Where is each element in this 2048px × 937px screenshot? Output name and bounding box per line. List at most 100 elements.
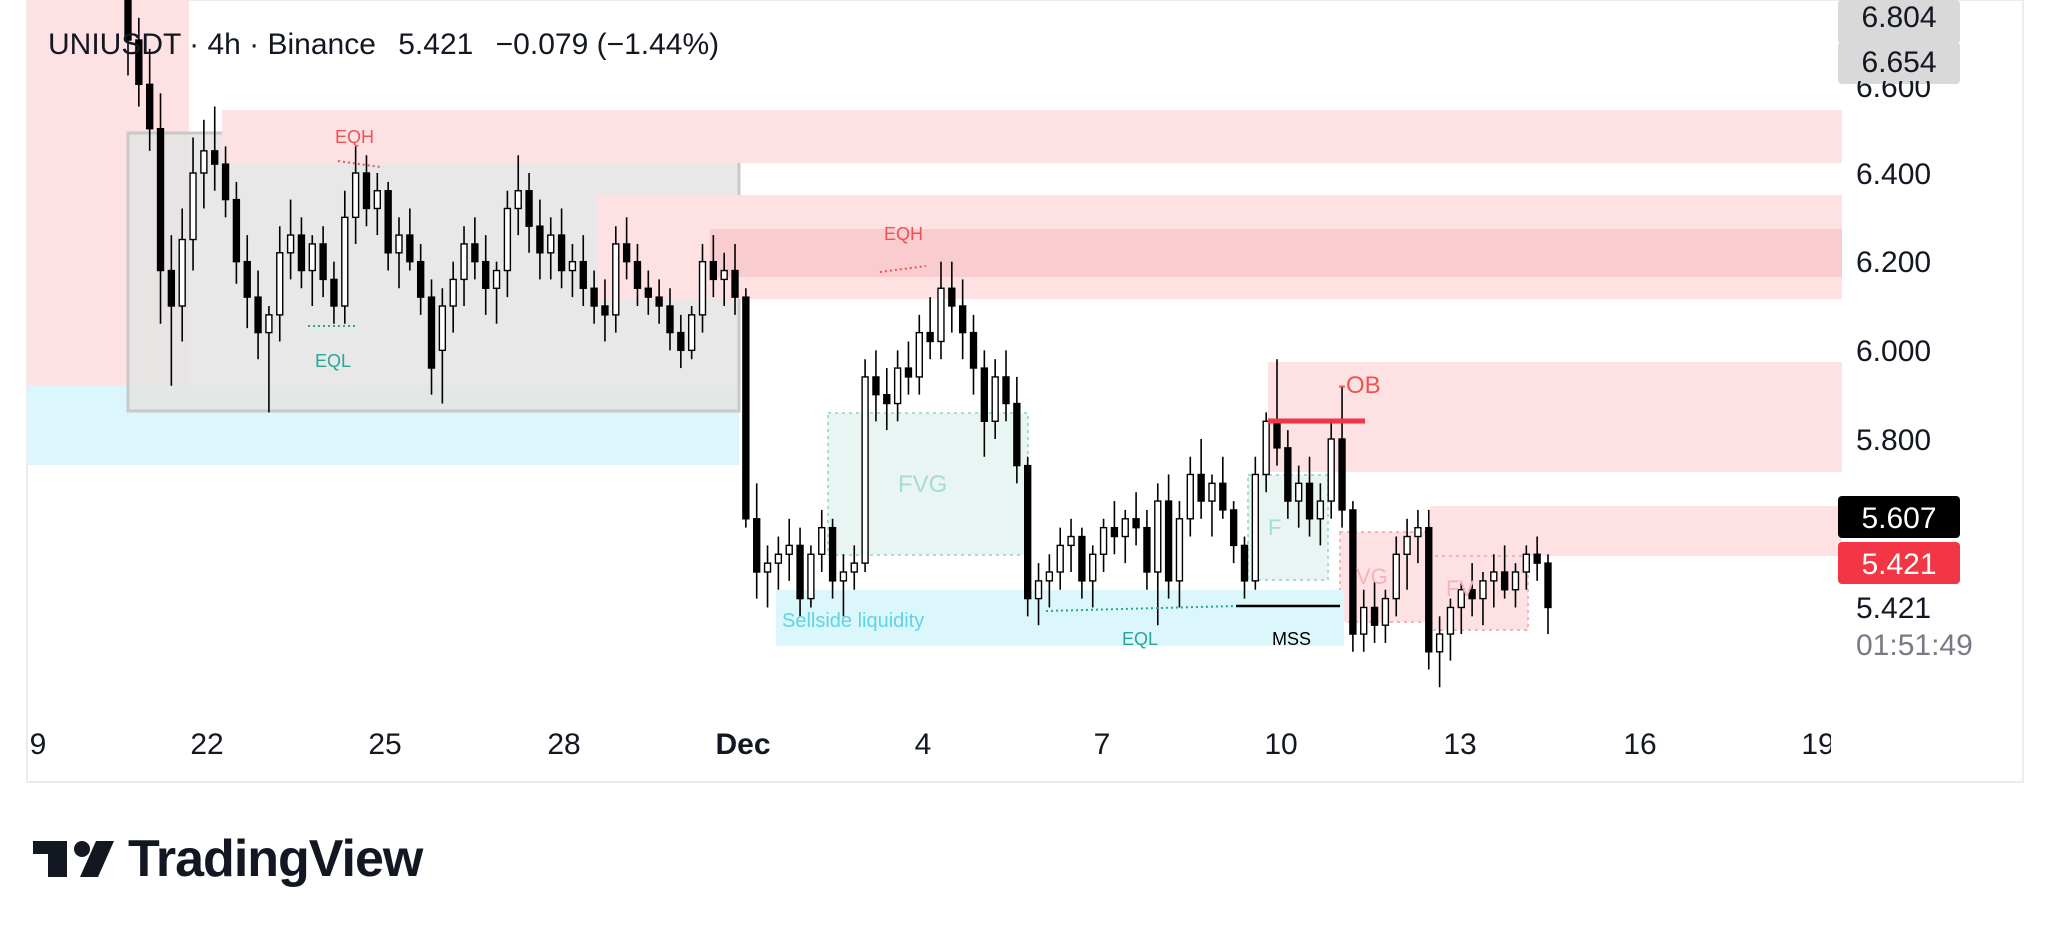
tradingview-logo-icon [33, 841, 114, 877]
time-label-4: 4 [915, 728, 932, 761]
candle-up [818, 526, 826, 555]
candle-up [492, 269, 501, 289]
candle-down [211, 150, 219, 165]
candle-down [1544, 562, 1552, 609]
candle-down [124, 0, 132, 41]
price-label-6-200: 6.200 [1856, 246, 1931, 279]
candle-down [655, 296, 663, 307]
candle-down [1305, 482, 1314, 520]
fvg-partial-label-1: F [1268, 515, 1281, 540]
candle-up [687, 314, 696, 352]
time-label-13: 13 [1443, 728, 1476, 761]
candle-up [991, 376, 999, 422]
candle-up [1511, 571, 1520, 591]
candle-up [351, 172, 360, 219]
candle-down [644, 287, 652, 298]
candle-down [904, 367, 913, 378]
candle-down [167, 269, 176, 307]
candle-up [1403, 535, 1411, 555]
tradingview-logo[interactable]: TradingView [33, 830, 425, 888]
candle-up [1522, 553, 1531, 573]
candle-up [612, 243, 620, 316]
candle-up [1251, 473, 1260, 582]
mss-label: MSS [1272, 629, 1311, 649]
candle-down [254, 296, 262, 334]
candle-down [677, 331, 685, 352]
candle-down [828, 526, 837, 582]
price-axis[interactable]: 6.804 6.654 6.600 6.400 6.200 6.000 5.80… [1838, 0, 1973, 662]
candle-down [948, 287, 956, 307]
candle-up [1175, 518, 1184, 582]
candle-down [1338, 438, 1346, 511]
candle-down [525, 190, 533, 227]
candle-down [1500, 571, 1509, 591]
eql-label-1: EQL [315, 351, 351, 371]
eql-line-2 [1045, 605, 1237, 612]
last-price-label: 5.421 [1856, 592, 1931, 625]
price-label-5-800: 5.800 [1856, 424, 1931, 457]
candle-up [1316, 500, 1325, 520]
candle-up [1089, 553, 1097, 582]
candle-up [286, 234, 295, 254]
sellside-liquidity-zone [776, 590, 1344, 646]
candle-up [200, 150, 208, 174]
candle-up [514, 190, 522, 210]
candle-up [1381, 597, 1390, 626]
candle-down [666, 305, 674, 334]
price-label-6-400: 6.400 [1856, 158, 1931, 191]
fvg-label: FVG [898, 471, 947, 498]
candle-down [980, 367, 989, 422]
candle-up [1045, 571, 1054, 582]
order-block-label: -OB [1338, 372, 1381, 399]
candle-down [1240, 544, 1249, 582]
candle-up [1262, 420, 1270, 476]
time-axis[interactable]: 9 22 25 28 Dec 4 7 10 13 16 19 [30, 728, 1835, 761]
candle-down [1143, 526, 1151, 573]
eqh-label-2: EQH [884, 224, 923, 244]
order-block-zone [1268, 362, 1842, 472]
price-tag-5-607: 5.607 [1861, 502, 1936, 535]
candle-down [330, 278, 338, 307]
tradingview-logo-text: TradingView [128, 830, 424, 888]
candle-up [1479, 580, 1487, 600]
candle-up [1435, 633, 1444, 653]
candle-up [341, 216, 349, 307]
candle-up [850, 562, 858, 573]
candle-down [633, 260, 642, 289]
candle-down [1197, 473, 1205, 502]
candle-down [221, 163, 230, 201]
candle-up [807, 553, 815, 600]
candle-up [178, 238, 186, 307]
candle-up [1186, 473, 1194, 520]
candle-down [590, 287, 598, 307]
candle-down [622, 243, 631, 263]
fvg-partial-label-2: VG [1356, 564, 1388, 589]
price-tag-bg-2 [1838, 42, 1960, 84]
candle-up [1154, 500, 1162, 573]
candle-down [427, 296, 436, 369]
candle-down [601, 305, 609, 316]
candle-up [189, 172, 197, 241]
candle-down [958, 305, 967, 334]
candle-down [1013, 402, 1021, 467]
candle-up [503, 207, 512, 272]
price-tag-bg-1 [1838, 0, 1960, 44]
price-tag-6-804: 6.804 [1861, 1, 1936, 34]
candle-down [406, 234, 414, 263]
candle-up [937, 287, 945, 343]
candle-up [568, 260, 577, 272]
supply-zone-top [222, 110, 1842, 163]
candle-up [373, 190, 381, 210]
candle-down [796, 544, 804, 600]
price-tag-bg-black [1838, 496, 1960, 538]
time-label-25: 25 [368, 728, 401, 761]
candle-down [969, 331, 978, 369]
fvg-partial-label-3: FV [1446, 576, 1474, 601]
bearish-fvg-box-2 [1427, 555, 1529, 631]
candle-down [1164, 500, 1173, 582]
symbol-info: UNIUSDT · 4h · Binance 5.421 −0.079 (−1.… [48, 28, 719, 61]
candle-down [1078, 535, 1086, 582]
candle-down [482, 260, 490, 289]
